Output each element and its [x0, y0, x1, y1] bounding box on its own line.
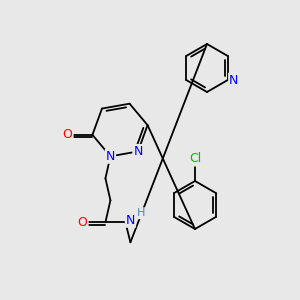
Text: N: N: [229, 74, 239, 86]
Text: N: N: [106, 150, 115, 163]
Text: Cl: Cl: [189, 152, 201, 166]
Text: O: O: [77, 216, 87, 229]
Text: O: O: [62, 128, 72, 141]
Text: N: N: [126, 214, 135, 227]
Text: N: N: [133, 145, 143, 158]
Text: H: H: [137, 208, 146, 218]
